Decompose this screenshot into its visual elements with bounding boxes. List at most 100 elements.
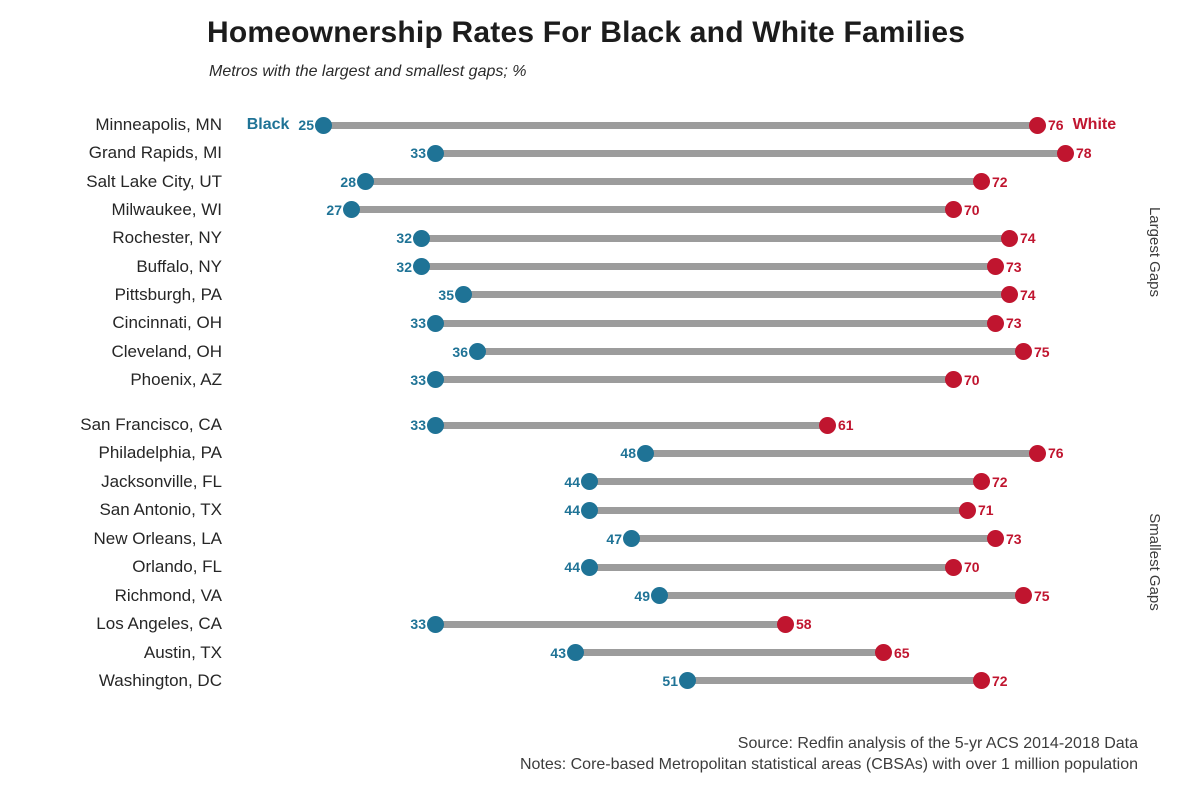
metro-label: Washington, DC bbox=[98, 670, 222, 690]
black-rate-value: 33 bbox=[410, 315, 426, 332]
black-value-cluster: 49 bbox=[634, 582, 650, 610]
black-value-cluster: 33 bbox=[410, 309, 426, 337]
dumbbell-row: San Antonio, TX 44 71 bbox=[0, 496, 1200, 524]
white-rate-value: 58 bbox=[796, 616, 812, 633]
gap-connector bbox=[659, 592, 1023, 600]
black-rate-dot bbox=[580, 558, 598, 576]
white-value-cluster: 70 bbox=[964, 366, 980, 394]
black-rate-value: 48 bbox=[620, 445, 636, 462]
black-value-cluster: 35 bbox=[438, 281, 454, 309]
dumbbell-row: Orlando, FL 44 70 bbox=[0, 553, 1200, 581]
dumbbell-row: Jacksonville, FL 44 72 bbox=[0, 468, 1200, 496]
metro-label: Orlando, FL bbox=[132, 557, 222, 577]
white-value-cluster: 71 bbox=[978, 496, 994, 524]
footer-notes: Source: Redfin analysis of the 5-yr ACS … bbox=[520, 733, 1138, 775]
white-rate-dot bbox=[972, 173, 990, 191]
white-value-cluster: 73 bbox=[1006, 525, 1022, 553]
black-rate-dot bbox=[412, 229, 430, 247]
white-rate-dot bbox=[1000, 229, 1018, 247]
black-rate-value: 32 bbox=[396, 258, 412, 275]
black-rate-dot bbox=[426, 416, 444, 434]
black-rate-dot bbox=[636, 444, 654, 462]
gap-connector bbox=[323, 121, 1037, 129]
gap-connector bbox=[421, 234, 1009, 242]
white-rate-value: 70 bbox=[964, 201, 980, 218]
white-rate-dot bbox=[986, 530, 1004, 548]
black-value-cluster: 32 bbox=[396, 224, 412, 252]
white-rate-value: 65 bbox=[894, 644, 910, 661]
white-value-cluster: 72 bbox=[992, 168, 1008, 196]
metro-label: Salt Lake City, UT bbox=[86, 171, 222, 191]
black-value-cluster: 33 bbox=[410, 366, 426, 394]
black-rate-dot bbox=[650, 587, 668, 605]
dumbbell-row: Austin, TX 43 65 bbox=[0, 639, 1200, 667]
dumbbell-row: Cincinnati, OH 33 73 bbox=[0, 309, 1200, 337]
black-value-cluster: 51 bbox=[662, 667, 678, 695]
white-value-cluster: 72 bbox=[992, 468, 1008, 496]
group-label-smallest-gaps: Smallest Gaps bbox=[1146, 513, 1163, 611]
black-rate-value: 27 bbox=[326, 201, 342, 218]
white-value-cluster: 76 White bbox=[1048, 111, 1116, 139]
metro-label: Cincinnati, OH bbox=[112, 313, 222, 333]
black-value-cluster: 32 bbox=[396, 253, 412, 281]
white-rate-dot bbox=[818, 416, 836, 434]
metro-label: Buffalo, NY bbox=[136, 256, 222, 276]
dumbbell-row: Minneapolis, MN Black 25 76 White bbox=[0, 111, 1200, 139]
metro-label: Grand Rapids, MI bbox=[88, 143, 222, 163]
notes-line: Notes: Core-based Metropolitan statistic… bbox=[519, 756, 1138, 773]
black-rate-value: 44 bbox=[564, 473, 580, 490]
dumbbell-row: Philadelphia, PA 48 76 bbox=[0, 439, 1200, 467]
gap-connector bbox=[645, 449, 1037, 457]
white-rate-value: 70 bbox=[964, 559, 980, 576]
white-rate-dot bbox=[972, 473, 990, 491]
black-rate-dot bbox=[356, 173, 374, 191]
black-rate-dot bbox=[426, 314, 444, 332]
group-label-largest-gaps: Largest Gaps bbox=[1146, 206, 1163, 298]
white-rate-value: 70 bbox=[964, 371, 980, 388]
metro-label: Austin, TX bbox=[143, 642, 222, 662]
metro-label: Rochester, NY bbox=[112, 228, 222, 248]
white-rate-value: 73 bbox=[1006, 258, 1022, 275]
dumbbell-row: Milwaukee, WI 27 70 bbox=[0, 196, 1200, 224]
gap-connector bbox=[687, 677, 981, 685]
black-rate-value: 47 bbox=[606, 530, 622, 547]
black-rate-value: 43 bbox=[550, 644, 566, 661]
white-rate-value: 75 bbox=[1034, 343, 1050, 360]
black-value-cluster: 44 bbox=[564, 496, 580, 524]
dumbbell-row: Grand Rapids, MI 33 78 bbox=[0, 139, 1200, 167]
white-value-cluster: 61 bbox=[838, 411, 854, 439]
black-rate-dot bbox=[426, 615, 444, 633]
metro-label: Minneapolis, MN bbox=[95, 115, 222, 134]
legend-white-label: White bbox=[1072, 116, 1117, 133]
black-rate-dot bbox=[426, 371, 444, 389]
white-rate-value: 61 bbox=[838, 417, 854, 433]
dumbbell-row: Washington, DC 51 72 bbox=[0, 667, 1200, 695]
black-rate-dot bbox=[314, 116, 332, 134]
metro-label: Pittsburgh, PA bbox=[114, 284, 222, 304]
gap-connector bbox=[435, 319, 995, 327]
gap-connector bbox=[463, 291, 1009, 299]
white-rate-value: 73 bbox=[1006, 315, 1022, 332]
white-value-cluster: 73 bbox=[1006, 309, 1022, 337]
white-rate-value: 72 bbox=[992, 672, 1008, 689]
white-rate-value: 72 bbox=[992, 173, 1008, 190]
white-value-cluster: 58 bbox=[796, 610, 812, 638]
black-rate-dot bbox=[468, 343, 486, 361]
white-rate-dot bbox=[944, 201, 962, 219]
black-rate-value: 25 bbox=[298, 117, 314, 133]
gap-connector bbox=[589, 478, 981, 486]
white-rate-dot bbox=[944, 558, 962, 576]
black-value-cluster: 33 bbox=[410, 139, 426, 167]
dumbbell-row: Los Angeles, CA 33 58 bbox=[0, 610, 1200, 638]
dumbbell-row: Salt Lake City, UT 28 72 bbox=[0, 168, 1200, 196]
black-rate-value: 33 bbox=[410, 371, 426, 388]
black-rate-value: 44 bbox=[564, 559, 580, 576]
white-rate-dot bbox=[1028, 444, 1046, 462]
gap-connector bbox=[421, 263, 995, 271]
black-rate-dot bbox=[412, 258, 430, 276]
white-value-cluster: 75 bbox=[1034, 582, 1050, 610]
black-rate-value: 32 bbox=[396, 230, 412, 247]
white-rate-value: 75 bbox=[1034, 587, 1050, 604]
black-value-cluster: 36 bbox=[452, 338, 468, 366]
